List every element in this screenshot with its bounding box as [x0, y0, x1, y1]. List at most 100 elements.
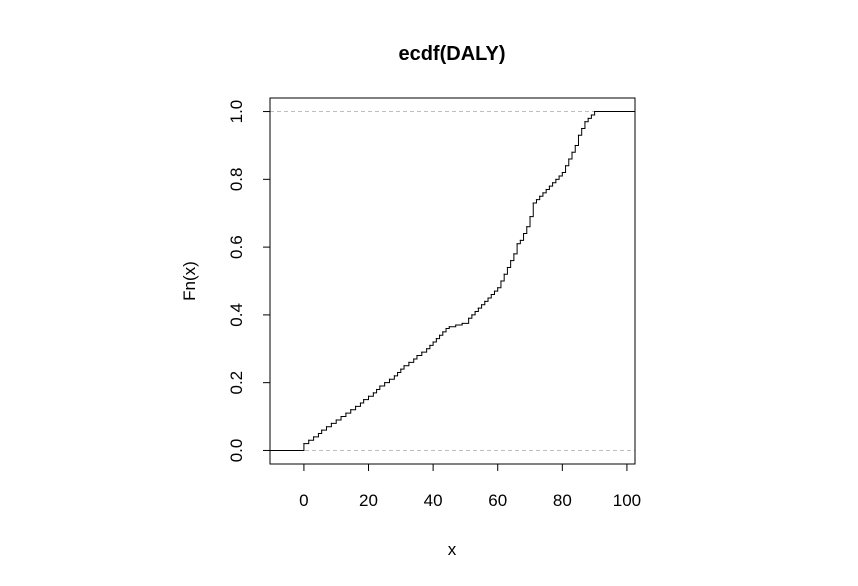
- ecdf-step-line: [270, 111, 635, 451]
- y-tick-label: 0.8: [227, 168, 246, 192]
- ecdf-point: [350, 409, 352, 411]
- reference-lines: [270, 111, 635, 451]
- ecdf-point: [345, 412, 347, 414]
- ecdf-point: [564, 165, 567, 167]
- ecdf-point: [571, 151, 573, 153]
- ecdf-point: [522, 232, 525, 235]
- ecdf-point: [568, 158, 570, 160]
- ecdf-point: [359, 402, 362, 404]
- ecdf-point: [388, 378, 391, 380]
- ecdf-point: [597, 110, 599, 113]
- ecdf-point: [416, 354, 418, 357]
- ecdf-point: [487, 297, 489, 299]
- ecdf-point: [529, 216, 531, 218]
- ecdf-point: [413, 358, 415, 360]
- x-tick-label: 20: [359, 491, 378, 510]
- ecdf-point: [594, 110, 596, 113]
- ecdf-point: [354, 405, 357, 407]
- ecdf-point: [484, 300, 486, 302]
- ecdf-point: [321, 429, 323, 431]
- plot-box: [269, 97, 636, 465]
- ecdf-point: [542, 192, 544, 194]
- ecdf-point: [438, 334, 441, 336]
- ecdf-point: [335, 419, 337, 421]
- x-tick-label: 0: [299, 491, 308, 510]
- ecdf-point: [461, 322, 463, 324]
- ecdf-point: [393, 375, 395, 377]
- x-tick-label: 60: [488, 491, 507, 510]
- ecdf-point: [340, 415, 342, 418]
- ecdf-point: [555, 178, 557, 180]
- ecdf-point: [303, 443, 305, 445]
- ecdf-point: [448, 326, 450, 328]
- ecdf-point: [561, 171, 563, 174]
- ecdf-point: [558, 175, 560, 177]
- ecdf-point: [574, 144, 576, 147]
- ecdf-point: [372, 392, 374, 394]
- ecdf-point: [400, 368, 402, 370]
- y-tick-label: 0.6: [227, 235, 246, 259]
- ecdf-point: [330, 422, 332, 424]
- ecdf-point: [581, 127, 583, 130]
- ecdf-point: [516, 243, 518, 245]
- ecdf-point: [552, 182, 554, 184]
- ecdf-point: [367, 395, 370, 397]
- y-tick-label: 0.4: [227, 303, 246, 327]
- ecdf-point: [539, 195, 541, 197]
- ecdf-point: [396, 371, 399, 374]
- x-tick-label: 100: [613, 491, 641, 510]
- ecdf-point: [426, 348, 428, 350]
- ecdf-point: [408, 361, 410, 363]
- ecdf-point: [384, 382, 386, 384]
- ecdf-point: [545, 188, 547, 191]
- ecdf-series: [270, 110, 635, 451]
- ecdf-point: [429, 344, 431, 346]
- ecdf-point: [519, 239, 521, 241]
- ecdf-point: [474, 310, 476, 313]
- ecdf-point: [375, 388, 378, 391]
- x-axis-label: x: [448, 540, 457, 559]
- ecdf-point: [325, 426, 328, 428]
- ecdf-point: [490, 293, 492, 296]
- ecdf-point: [313, 436, 315, 438]
- ecdf-point: [471, 314, 473, 316]
- ecdf-point: [379, 385, 381, 387]
- ecdf-point: [587, 117, 589, 119]
- ecdf-point: [477, 307, 479, 309]
- y-axis-label: Fn(x): [180, 261, 199, 301]
- ecdf-point: [513, 253, 515, 255]
- ecdf-point: [548, 185, 551, 187]
- x-tick-label: 80: [553, 491, 572, 510]
- ecdf-point: [468, 317, 470, 319]
- ecdf-point: [432, 341, 434, 343]
- ecdf-point: [535, 199, 538, 201]
- ecdf-point: [455, 324, 457, 326]
- ecdf-point: [584, 121, 586, 123]
- ecdf-point: [435, 338, 437, 340]
- y-tick-label: 0.0: [227, 439, 246, 463]
- ecdf-point: [497, 287, 499, 289]
- ecdf-point: [421, 351, 423, 353]
- chart-title: ecdf(DALY): [398, 43, 505, 65]
- ecdf-point: [500, 280, 502, 282]
- ecdf-point: [510, 260, 512, 262]
- ecdf-point: [308, 439, 310, 441]
- ecdf-point: [503, 273, 505, 275]
- x-tick-label: 40: [424, 491, 443, 510]
- ecdf-point: [480, 304, 483, 306]
- y-tick-label: 1.0: [227, 100, 246, 124]
- ecdf-point: [445, 327, 447, 330]
- ecdf-point: [526, 226, 528, 228]
- ecdf-point: [363, 399, 365, 401]
- ecdf-point: [493, 290, 496, 292]
- ecdf-point: [532, 202, 534, 204]
- ecdf-point: [590, 114, 592, 116]
- ecdf-point: [506, 266, 509, 269]
- x-axis: 0 20 40 60 80 100: [299, 463, 641, 510]
- y-tick-label: 0.2: [227, 371, 246, 395]
- ecdf-point: [442, 331, 444, 333]
- ecdf-point: [577, 134, 580, 136]
- ecdf-point: [403, 365, 405, 367]
- y-axis: 0.0 0.2 0.4 0.6 0.8 1.0: [227, 100, 271, 463]
